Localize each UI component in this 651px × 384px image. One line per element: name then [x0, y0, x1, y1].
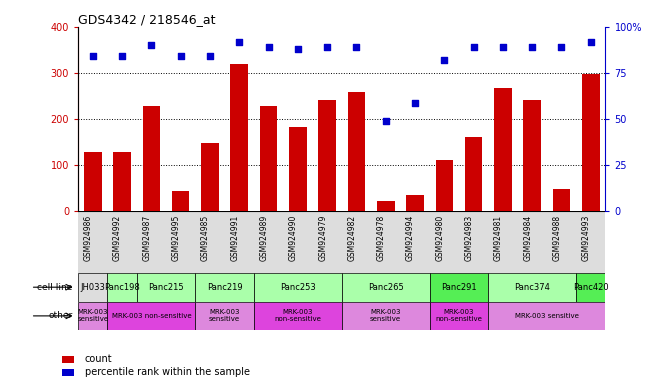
Point — [292, 46, 303, 52]
Bar — [254, 301, 342, 330]
Text: Panc253: Panc253 — [280, 283, 316, 292]
Point — [234, 38, 245, 45]
Bar — [84, 152, 102, 211]
Bar — [436, 160, 453, 211]
Point — [439, 57, 449, 63]
Point — [380, 118, 391, 124]
Text: GSM924989: GSM924989 — [260, 214, 269, 261]
Text: GSM924982: GSM924982 — [348, 214, 357, 261]
Text: percentile rank within the sample: percentile rank within the sample — [85, 367, 249, 377]
Text: GSM924992: GSM924992 — [113, 214, 122, 261]
Text: MRK-003
sensitive: MRK-003 sensitive — [209, 310, 240, 323]
Text: cell line: cell line — [38, 283, 73, 292]
Text: MRK-003
non-sensitive: MRK-003 non-sensitive — [274, 310, 322, 323]
Bar — [260, 106, 277, 211]
Bar — [107, 301, 195, 330]
Point — [556, 44, 566, 50]
Point — [497, 44, 508, 50]
Point — [175, 53, 186, 60]
Bar — [78, 301, 107, 330]
Point — [322, 44, 332, 50]
Point — [87, 53, 98, 60]
Text: GDS4342 / 218546_at: GDS4342 / 218546_at — [78, 13, 215, 26]
Text: MRK-003
sensitive: MRK-003 sensitive — [370, 310, 401, 323]
Bar — [78, 273, 107, 301]
Bar — [342, 273, 430, 301]
Bar — [113, 152, 131, 211]
Text: GSM924993: GSM924993 — [582, 214, 591, 261]
Text: GSM924994: GSM924994 — [406, 214, 415, 261]
Text: GSM924995: GSM924995 — [172, 214, 180, 261]
Bar — [289, 127, 307, 211]
Text: GSM924991: GSM924991 — [230, 214, 240, 261]
Bar — [195, 273, 254, 301]
Bar — [576, 273, 605, 301]
Point — [263, 44, 274, 50]
Bar — [430, 301, 488, 330]
Bar — [107, 273, 137, 301]
Text: MRK-003 sensitive: MRK-003 sensitive — [515, 313, 579, 319]
Text: GSM924983: GSM924983 — [465, 214, 474, 261]
Bar — [254, 273, 342, 301]
Bar — [348, 93, 365, 211]
Bar — [523, 100, 541, 211]
Bar — [430, 273, 488, 301]
Bar — [488, 273, 576, 301]
Bar — [195, 301, 254, 330]
Bar — [342, 301, 430, 330]
Text: GSM924981: GSM924981 — [494, 214, 503, 261]
Bar — [465, 137, 482, 211]
Text: Panc374: Panc374 — [514, 283, 550, 292]
Bar — [377, 201, 395, 211]
Text: GSM924979: GSM924979 — [318, 214, 327, 261]
Text: GSM924990: GSM924990 — [289, 214, 298, 261]
Point — [352, 44, 362, 50]
Point — [469, 44, 479, 50]
Text: JH033: JH033 — [80, 283, 105, 292]
Text: GSM924980: GSM924980 — [436, 214, 444, 261]
Bar — [318, 100, 336, 211]
Point — [586, 38, 596, 45]
Text: Panc219: Panc219 — [207, 283, 242, 292]
Text: GSM924978: GSM924978 — [377, 214, 385, 261]
Bar — [553, 189, 570, 211]
Bar — [230, 64, 248, 211]
Text: GSM924984: GSM924984 — [523, 214, 533, 261]
Text: GSM924988: GSM924988 — [553, 214, 561, 261]
Text: MRK-003
non-sensitive: MRK-003 non-sensitive — [436, 310, 482, 323]
Bar — [488, 301, 605, 330]
Bar — [172, 190, 189, 211]
Text: count: count — [85, 354, 112, 364]
Text: Panc215: Panc215 — [148, 283, 184, 292]
Bar — [582, 74, 600, 211]
Point — [527, 44, 538, 50]
Bar — [201, 143, 219, 211]
Bar — [143, 106, 160, 211]
Text: GSM924985: GSM924985 — [201, 214, 210, 261]
Text: GSM924987: GSM924987 — [143, 214, 151, 261]
Text: Panc291: Panc291 — [441, 283, 477, 292]
Text: GSM924986: GSM924986 — [84, 214, 92, 261]
Point — [117, 53, 127, 60]
Bar — [137, 273, 195, 301]
Text: Panc265: Panc265 — [368, 283, 404, 292]
Text: Panc420: Panc420 — [573, 283, 609, 292]
Text: Panc198: Panc198 — [104, 283, 140, 292]
Text: MRK-003 non-sensitive: MRK-003 non-sensitive — [111, 313, 191, 319]
Bar — [494, 88, 512, 211]
Text: MRK-003
sensitive: MRK-003 sensitive — [77, 310, 108, 323]
Point — [204, 53, 215, 60]
Text: other: other — [49, 311, 73, 320]
Bar — [406, 195, 424, 211]
Point — [146, 42, 156, 48]
Point — [410, 99, 421, 106]
